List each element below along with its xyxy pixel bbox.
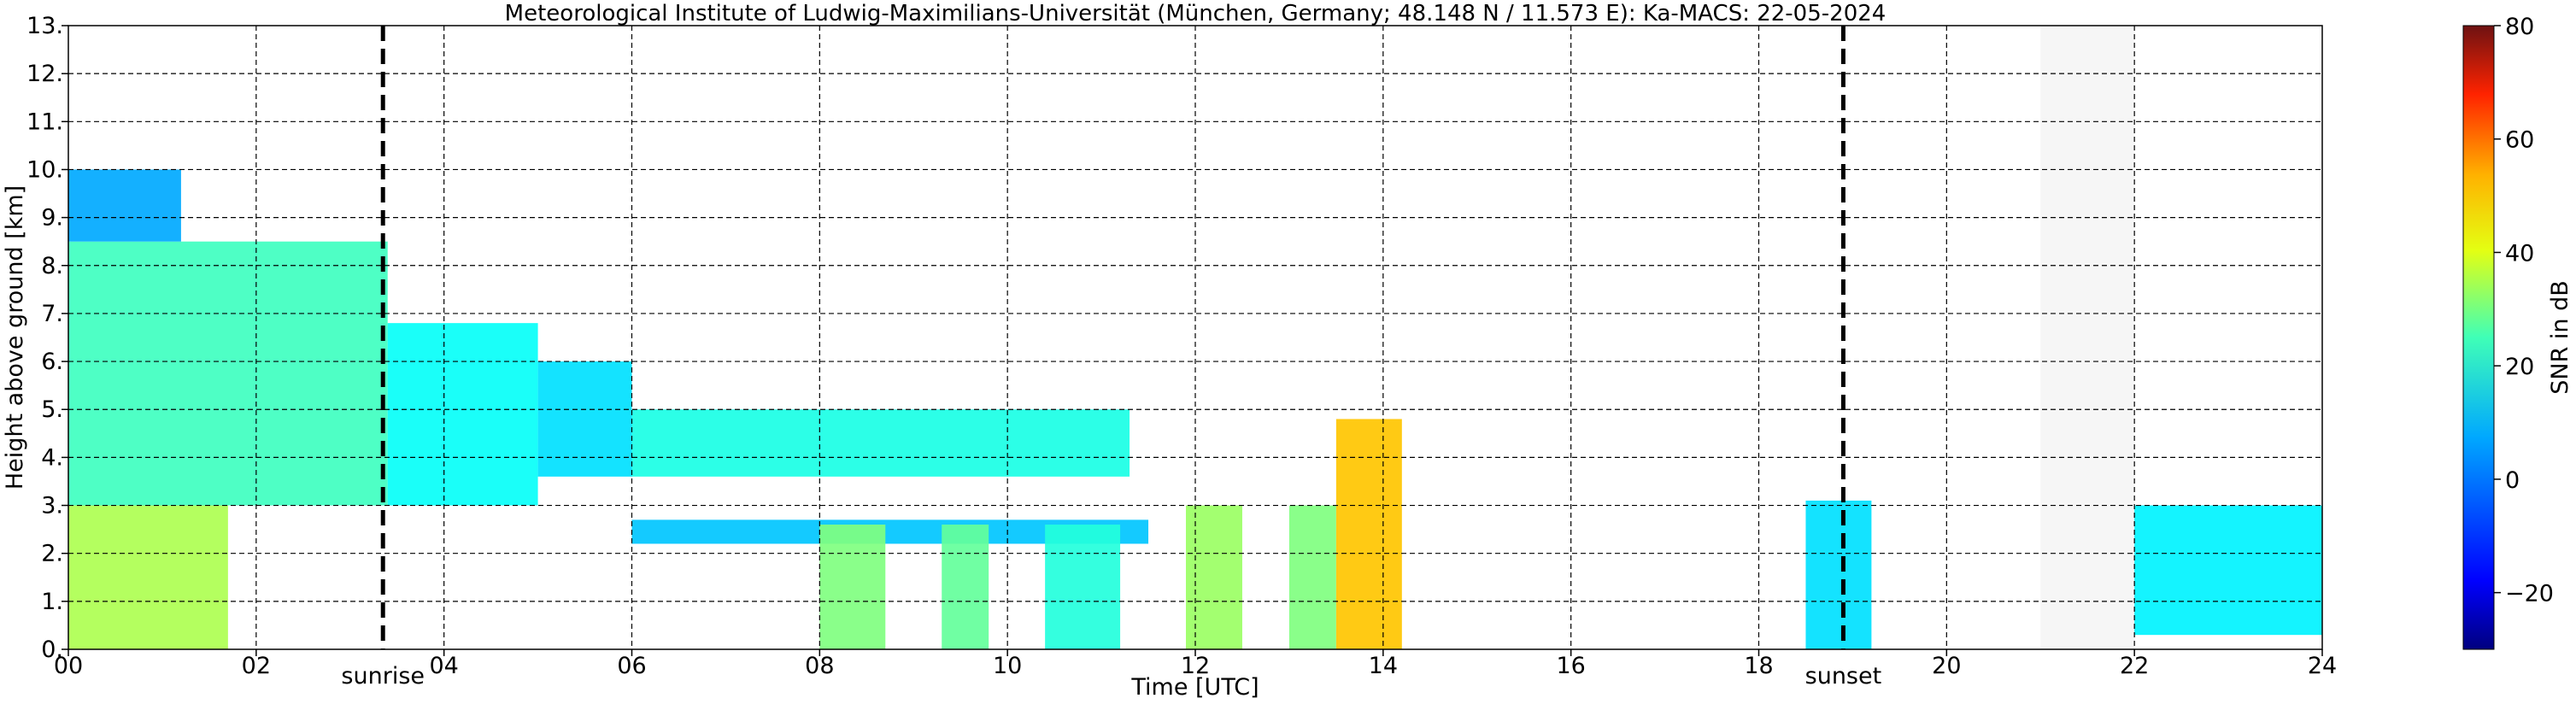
colorbar-tick-label-4: 60 (2505, 127, 2534, 154)
x-tick-label-1: 02 (242, 653, 271, 679)
colorbar-tick-label-3: 40 (2505, 240, 2534, 267)
y-tick-label-6: 6. (41, 349, 63, 375)
x-axis-label: Time [UTC] (1130, 674, 1259, 701)
y-tick-label-10: 10. (26, 156, 63, 183)
echo-region-4 (537, 361, 632, 477)
sunrise-label: sunrise (341, 663, 425, 689)
y-tick-label-8: 8. (41, 253, 63, 279)
echo-region-7 (819, 525, 886, 649)
x-tick-label-3: 06 (617, 653, 646, 679)
y-tick-label-11: 11. (26, 109, 63, 135)
y-tick-label-7: 7. (41, 301, 63, 327)
colorbar (2462, 25, 2495, 650)
chart-title: Meteorological Institute of Ludwig-Maxim… (505, 1, 1887, 26)
y-tick-label-1: 1. (41, 589, 63, 615)
x-tick-label-8: 16 (1556, 653, 1585, 679)
y-tick-label-2: 2. (41, 541, 63, 567)
colorbar-tick-label-0: −20 (2505, 581, 2554, 607)
colorbar-tick-label-2: 20 (2505, 354, 2534, 380)
echo-region-8 (942, 525, 989, 649)
echo-region-11 (1288, 505, 1336, 649)
echo-region-3 (387, 323, 538, 506)
echo-region-9 (1045, 525, 1121, 649)
x-tick-label-11: 22 (2120, 653, 2149, 679)
echo-region-0 (68, 505, 228, 649)
colorbar-tick-label-1: 0 (2505, 467, 2520, 494)
x-tick-label-9: 18 (1744, 653, 1773, 679)
echo-region-2 (68, 169, 181, 242)
y-tick-label-4: 4. (41, 444, 63, 471)
y-tick-label-13: 13. (26, 13, 63, 39)
x-tick-label-0: 00 (54, 653, 83, 679)
echo-region-13 (1805, 500, 1872, 649)
y-tick-label-9: 9. (41, 205, 63, 232)
x-tick-label-7: 14 (1369, 653, 1398, 679)
echo-region-12 (1335, 419, 1402, 649)
y-tick-label-3: 3. (41, 493, 63, 519)
y-axis-label: Height above ground [km] (2, 185, 28, 490)
x-tick-label-2: 04 (429, 653, 458, 679)
x-tick-label-5: 10 (993, 653, 1022, 679)
echo-region-14 (2134, 505, 2322, 636)
echo-region-10 (1186, 505, 1242, 649)
y-tick-label-5: 5. (41, 396, 63, 423)
echo-region-5 (631, 409, 1130, 477)
colorbar-label: SNR in dB (2547, 280, 2573, 395)
sunset-label: sunset (1805, 663, 1882, 689)
x-tick-label-12: 24 (2308, 653, 2337, 679)
x-tick-label-4: 08 (805, 653, 834, 679)
x-tick-label-6: 12 (1181, 653, 1210, 679)
y-tick-label-0: 0. (41, 637, 63, 663)
x-tick-label-10: 20 (1932, 653, 1961, 679)
no-data-band (2040, 26, 2135, 649)
colorbar-tick-label-5: 80 (2505, 14, 2534, 40)
echo-region-1 (68, 241, 388, 506)
y-tick-label-12: 12. (26, 61, 63, 87)
